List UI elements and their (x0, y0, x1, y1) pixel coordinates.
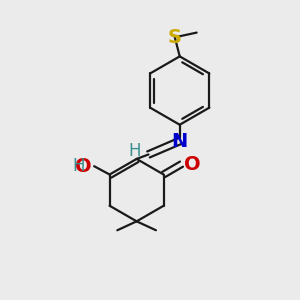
Text: O: O (75, 157, 92, 176)
Text: H: H (72, 157, 85, 175)
Text: N: N (172, 132, 188, 151)
Text: H: H (129, 142, 141, 160)
Text: O: O (184, 154, 200, 174)
Text: S: S (167, 28, 182, 47)
